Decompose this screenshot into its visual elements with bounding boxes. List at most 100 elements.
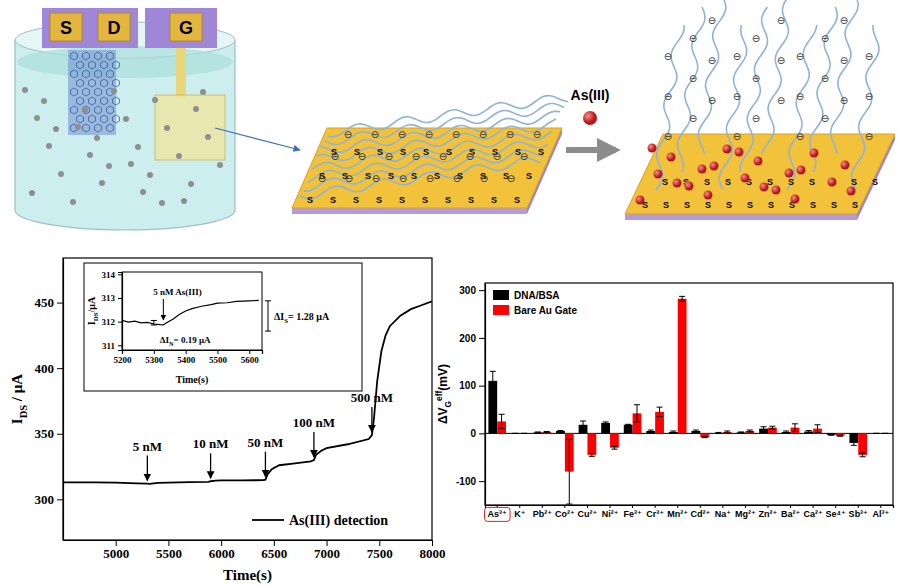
error-cap — [761, 430, 767, 431]
tick-label: 5300 — [145, 355, 164, 365]
tick-label: 6000 — [209, 546, 235, 561]
tick-label: Cr³⁺ — [646, 509, 664, 519]
tick-mark — [479, 290, 485, 291]
arsenic-ion — [760, 183, 769, 192]
beaker-body — [15, 40, 235, 230]
hexagon — [101, 97, 108, 105]
error-bar — [625, 424, 631, 426]
bar-chart: -1000100200300As³⁺K⁺Pb²⁺Co²⁺Cu²⁺Ni²⁺Fe³⁺… — [434, 283, 894, 521]
error-bar — [873, 433, 879, 434]
tick: 5500 — [156, 540, 182, 561]
particle — [34, 115, 40, 121]
tick-label: 100 — [459, 380, 476, 391]
charge-label: ⊖ — [865, 51, 873, 62]
text-part: ΔI — [274, 311, 284, 322]
bar — [881, 433, 890, 434]
gold-surface — [292, 128, 562, 208]
text-part: = 0.19 μA — [174, 335, 211, 345]
tick: Cu²⁺ — [578, 505, 598, 519]
hexagon — [107, 106, 114, 114]
dna-strand — [787, 25, 817, 190]
particle — [200, 89, 206, 95]
tick: 350 — [35, 426, 64, 441]
tick-mark — [479, 386, 485, 387]
thiol-label: S — [662, 177, 668, 187]
particle — [111, 88, 117, 94]
tick: 6000 — [209, 540, 235, 561]
tick: Na⁺ — [715, 505, 732, 519]
error-bar — [634, 405, 640, 422]
tick: 5000 — [103, 540, 129, 561]
dna-strand — [698, 0, 725, 154]
bar — [678, 299, 687, 434]
hexagon — [101, 79, 108, 87]
particle — [128, 161, 134, 167]
error-cap — [715, 433, 721, 434]
tick-label: -100 — [456, 476, 476, 487]
error-line — [763, 427, 764, 431]
arsenic-ion — [673, 179, 682, 188]
schematic: SDGSSSSSSSSSSSSSSSSSSSSSSSSSSSSSS⊖⊖⊖⊖⊖⊖⊖… — [15, 0, 895, 230]
error-line — [794, 424, 795, 432]
bar — [511, 433, 520, 434]
hexagon — [71, 52, 78, 60]
error-line — [569, 439, 570, 504]
error-cap — [512, 433, 518, 434]
tick-mark — [57, 499, 63, 500]
charge-label: ⊖ — [796, 51, 804, 62]
tick-label: K⁺ — [514, 509, 525, 519]
thiol-label: S — [468, 195, 474, 205]
particle — [140, 189, 146, 195]
charge-label: ⊖ — [796, 131, 804, 142]
tick: 450 — [35, 295, 64, 310]
line-chart: 5000550060006500700075008000300350400450… — [9, 258, 446, 584]
hexagon — [77, 115, 84, 123]
electrode-label: D — [108, 18, 121, 38]
error-cap — [657, 407, 663, 408]
hexagon — [113, 97, 120, 105]
error-cap — [747, 431, 753, 432]
electrode-label: G — [179, 18, 193, 38]
dna-strand — [740, 7, 767, 172]
tick: Pb²⁺ — [533, 505, 552, 519]
tick-label: Na⁺ — [715, 509, 732, 519]
thiol-label: S — [400, 147, 406, 157]
charge-label: ⊖ — [533, 129, 541, 140]
hexagon — [83, 106, 90, 114]
error-bar — [535, 431, 541, 433]
legend-label: As(III) detection — [289, 513, 388, 529]
tick-label: 5200 — [114, 355, 133, 365]
arsenic-ion — [685, 182, 694, 191]
charge-label: ⊖ — [664, 51, 672, 62]
arsenic-ion — [828, 178, 837, 187]
legend: As(III) detection — [252, 513, 388, 529]
thiol-label: S — [434, 171, 440, 181]
hexagon — [83, 88, 90, 96]
tick-mark — [249, 350, 250, 354]
thiol-label: S — [726, 200, 732, 210]
tick-label: 5400 — [177, 355, 196, 365]
error-line — [501, 414, 502, 428]
charge-label: ⊖ — [439, 151, 447, 162]
y-axis-title: ΔVGeff(mV) — [434, 364, 453, 424]
annotation-arrow — [371, 407, 372, 432]
tick: 5500 — [209, 350, 228, 365]
error-cap — [851, 440, 857, 441]
tick-mark — [118, 322, 122, 323]
particle — [99, 180, 105, 186]
tick-mark — [118, 298, 122, 299]
tick-label: Co²⁺ — [555, 509, 575, 519]
charge-label: ⊖ — [480, 173, 488, 184]
hexagon — [95, 88, 102, 96]
thiol-label: S — [538, 147, 544, 157]
error-cap — [490, 371, 496, 372]
error-bar — [828, 434, 834, 436]
error-bar — [724, 431, 730, 433]
particle — [75, 124, 81, 130]
bar — [691, 431, 700, 433]
gate-electrode — [155, 95, 225, 160]
thiol-label: S — [388, 171, 394, 181]
bar — [700, 433, 709, 437]
hexagon — [83, 70, 90, 78]
tick-mark — [274, 540, 275, 546]
